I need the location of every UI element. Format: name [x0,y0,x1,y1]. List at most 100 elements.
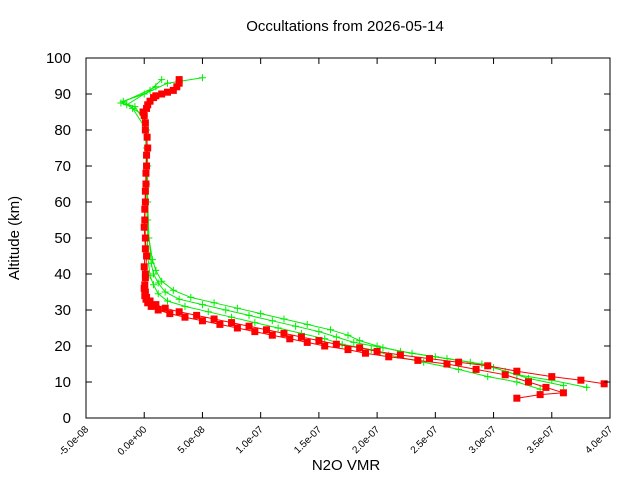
data-point-square [141,274,149,282]
series-2 [139,76,608,402]
x-tick-label: 2.0e-07 [350,424,382,456]
data-point-square [141,126,149,134]
data-point-plus [257,310,265,318]
data-point-square [143,133,151,141]
data-point-square [139,108,147,116]
data-point-square [524,378,532,386]
y-tick-label: 30 [54,302,71,319]
data-point-plus [161,288,169,296]
x-tick-label: 1.0e-07 [234,424,266,456]
data-point-plus [344,331,352,339]
data-point-square [143,151,151,159]
data-point-square [175,79,183,87]
data-point-square [141,187,149,195]
data-point-plus [150,270,158,278]
data-point-square [150,94,158,102]
data-point-square [286,335,294,343]
data-point-square [245,322,253,330]
data-point-square [228,319,236,327]
profile-line [142,82,564,399]
data-point-plus [187,293,195,301]
data-point-square [169,86,177,94]
data-point-square [501,371,509,379]
series-1 [117,74,591,393]
data-point-plus [274,324,282,332]
data-point-square [152,301,160,309]
data-point-square [513,367,521,375]
data-point-square [198,317,206,325]
data-point-plus [198,74,206,82]
data-point-square [356,344,364,352]
data-point-plus [148,256,156,264]
data-point-plus [154,290,162,298]
y-tick-label: 90 [54,86,71,103]
data-point-plus [559,382,567,390]
data-point-plus [280,315,288,323]
data-point-square [600,380,608,388]
data-point-square [141,119,149,127]
data-point-square [166,310,174,318]
data-point-plus [204,308,212,316]
y-tick-label: 70 [54,158,71,175]
data-point-plus [356,337,364,345]
x-tick-label: 1.5e-07 [292,424,324,456]
x-tick-label: 3.0e-07 [467,424,499,456]
data-point-square [175,308,183,316]
data-point-square [484,362,492,370]
data-point-plus [379,344,387,352]
data-point-square [143,252,151,260]
plot-data-layer [117,74,608,402]
data-point-square [144,101,152,109]
data-point-plus [181,302,189,310]
data-point-square [141,245,149,253]
data-point-square [140,263,148,271]
data-point-plus [164,79,172,87]
data-point-square [344,346,352,354]
data-point-square [181,313,189,321]
plot-frame [85,57,611,419]
data-point-plus [303,320,311,328]
data-point-plus [158,277,166,285]
y-tick-label: 20 [54,338,71,355]
data-point-plus [292,322,300,330]
x-tick-label: 3.5e-07 [525,424,557,456]
data-point-square [141,234,149,242]
data-point-square [233,324,241,332]
data-point-square [144,299,152,307]
data-point-square [175,76,183,84]
chart-title: Occultations from 2026-05-14 [246,18,444,35]
data-point-plus [150,281,158,289]
data-point-plus [169,286,177,294]
data-point-square [142,295,150,303]
data-point-square [158,90,166,98]
data-point-plus [131,103,139,111]
data-point-square [548,373,556,381]
data-point-square [542,383,550,391]
data-point-plus [117,99,125,107]
data-point-square [262,326,270,334]
data-point-square [577,376,585,384]
data-point-square [414,356,422,364]
data-point-square [559,389,567,397]
profile-line [143,79,605,385]
data-point-square [143,104,151,112]
data-point-plus [210,299,218,307]
data-point-square [268,331,276,339]
data-point-square [303,338,311,346]
y-tick-label: 0 [63,410,71,427]
data-point-square [140,223,148,231]
data-point-plus [245,311,253,319]
y-tick-label: 100 [46,50,71,67]
data-point-square [455,358,463,366]
data-point-square [147,302,155,310]
data-point-square [443,360,451,368]
data-point-square [210,315,218,323]
data-point-square [472,365,480,373]
y-axis-ticks: 0 10 20 30 40 50 60 70 80 90 100 [46,50,610,427]
y-tick-label: 40 [54,266,71,283]
data-point-plus [251,319,259,327]
x-tick-label: 2.5e-07 [409,424,441,456]
data-point-plus [152,83,160,91]
